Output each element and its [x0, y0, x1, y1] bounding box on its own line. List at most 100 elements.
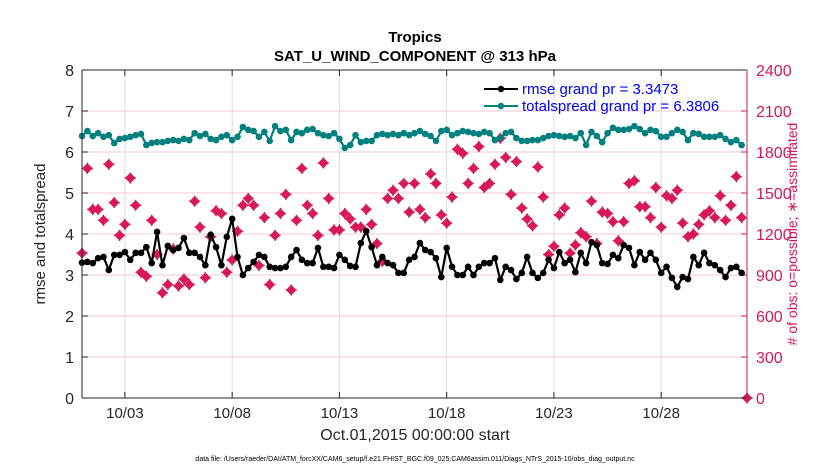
obs-count-marker [709, 212, 721, 224]
totalspread-point [212, 136, 220, 144]
totalspread-point [657, 133, 665, 141]
rmse-point [244, 264, 252, 272]
rmse-point [218, 261, 225, 269]
rmse-point [368, 243, 375, 251]
rmse-point [443, 244, 450, 252]
rmse-point [400, 269, 408, 277]
rmse-point [464, 263, 472, 271]
obs-marker-plus [612, 235, 624, 247]
rmse-point [588, 238, 595, 246]
data-file-footnote: data file: /Users/raeder/DAI/ATM_forcXX/… [195, 456, 635, 463]
obs-marker-plus [92, 203, 104, 215]
totalspread-point [695, 130, 703, 138]
obs-count-marker [146, 214, 158, 226]
obs-count-marker [532, 161, 544, 173]
rmse-point [706, 259, 713, 267]
obs-marker-plus [97, 214, 110, 226]
obs-count-marker [215, 207, 228, 220]
totalspread-point [722, 135, 729, 143]
y-tick-label-right: 1500 [756, 186, 792, 203]
totalspread-point [185, 136, 193, 144]
obs-count-marker [103, 158, 115, 170]
obs-marker-plus [730, 171, 742, 183]
rmse-point [502, 263, 509, 271]
obs-marker-plus [537, 191, 549, 203]
obs-marker-plus [467, 162, 480, 174]
obs-marker-plus [666, 192, 678, 205]
obs-count-marker [559, 202, 571, 214]
obs-marker-plus [628, 175, 640, 187]
rmse-point [389, 261, 397, 269]
obs-marker-plus [639, 201, 651, 213]
legend: rmse grand pr = 3.3473 totalspread grand… [484, 81, 719, 115]
obs-marker-plus [226, 254, 238, 266]
rmse-point [320, 263, 327, 271]
rmse-point [169, 246, 177, 254]
totalspread-point [405, 131, 413, 139]
totalspread-point [202, 130, 209, 138]
obs-count-marker [457, 147, 469, 159]
totalspread-point [593, 132, 601, 140]
obs-count-marker [462, 177, 474, 190]
rmse-point [695, 261, 703, 269]
legend-label-rmse: rmse grand pr = 3.3473 [522, 81, 678, 98]
totalspread-point [244, 126, 252, 134]
obs-count-marker [371, 237, 383, 250]
rmse-point [668, 274, 676, 282]
obs-count-marker [441, 217, 453, 229]
x-tick-label: 10/18 [428, 405, 466, 422]
obs-count-marker [258, 212, 270, 224]
obs-marker-plus [103, 158, 115, 170]
rmse-point [228, 215, 236, 223]
obs-marker-plus [483, 177, 496, 190]
obs-marker-plus [189, 195, 201, 207]
rmse-point [673, 283, 681, 291]
totalspread-point [218, 133, 225, 141]
totalspread-point [148, 139, 156, 147]
totalspread-point [126, 133, 134, 141]
obs-count-marker [687, 228, 699, 240]
obs-marker-plus [516, 202, 528, 214]
rmse-point [480, 259, 488, 267]
totalspread-point [432, 137, 440, 145]
rmse-point [121, 248, 129, 256]
totalspread-point [566, 132, 574, 140]
rmse-point [614, 254, 622, 262]
rmse-point [684, 275, 692, 283]
totalspread-point [384, 131, 391, 139]
obs-count-marker [183, 278, 195, 291]
rmse-point [722, 273, 729, 281]
totalspread-point [652, 127, 660, 135]
rmse-point [631, 261, 638, 269]
totalspread-point [684, 136, 692, 144]
rmse-point [207, 231, 215, 239]
rmse-point [395, 269, 402, 277]
obs-marker-plus [435, 209, 447, 221]
obs-count-marker [607, 216, 619, 228]
obs-count-marker [189, 195, 201, 207]
rmse-point [454, 271, 461, 279]
totalspread-point [706, 133, 713, 141]
rmse-point [604, 260, 611, 268]
totalspread-point [110, 139, 118, 147]
obs-count-marker [296, 162, 308, 174]
obs-count-marker [307, 207, 319, 220]
totalspread-point [143, 141, 150, 149]
rmse-point [153, 228, 161, 236]
obs-marker-plus [365, 218, 378, 231]
rmse-point [255, 251, 263, 259]
obs-count-marker [644, 212, 657, 224]
obs-count-marker [312, 229, 324, 241]
rmse-point [641, 256, 649, 264]
obs-count-marker [489, 158, 501, 170]
series-rmse [78, 215, 745, 291]
obs-count-marker [97, 214, 110, 226]
totalspread-point [620, 126, 627, 134]
rmse-point [271, 264, 279, 272]
obs-marker-plus [505, 188, 517, 200]
totalspread-point [169, 136, 177, 144]
rmse-point [143, 243, 150, 251]
tick-labels: 0 1 2 3 4 5 6 7 8 0 300 600 900 1200 1500 1800 2100 2400 1… [65, 63, 792, 422]
obs-count-marker [285, 284, 297, 296]
obs-marker-plus [671, 184, 683, 196]
